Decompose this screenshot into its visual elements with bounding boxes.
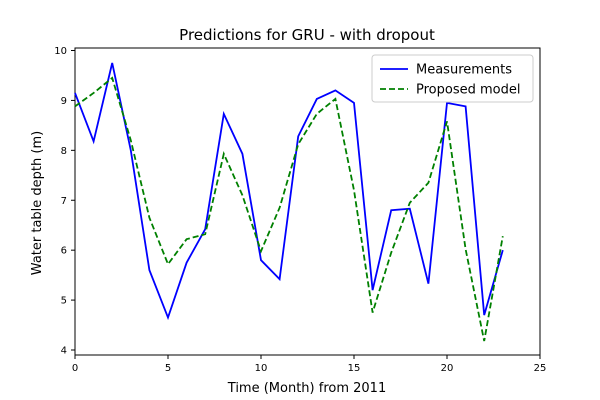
axis-ticks: 0 5 10 15 20 25 4 5 6 7 8 9 10 xyxy=(54,46,546,374)
series-group xyxy=(74,62,504,342)
measurements-series-line xyxy=(74,62,504,321)
x-tick-label: 20 xyxy=(441,363,454,374)
y-tick-label: 7 xyxy=(61,196,67,207)
x-tick-label: 10 xyxy=(255,363,268,374)
x-tick-label: 0 xyxy=(72,363,78,374)
y-tick-label: 10 xyxy=(54,46,67,57)
x-tick-label: 15 xyxy=(348,363,361,374)
legend-proposed-model-label: Proposed model xyxy=(416,83,520,98)
x-tick-label: 25 xyxy=(534,363,547,374)
proposed-model-series-line xyxy=(74,76,504,342)
y-axis-label: Water table depth (m) xyxy=(30,131,45,275)
y-tick-label: 6 xyxy=(61,246,67,257)
y-tick-label: 9 xyxy=(61,96,67,107)
x-axis-label: Time (Month) from 2011 xyxy=(227,381,386,396)
chart-title: Predictions for GRU - with dropout xyxy=(179,26,435,44)
y-tick-label: 4 xyxy=(61,346,67,357)
legend-box xyxy=(371,54,534,103)
y-tick-label: 8 xyxy=(61,146,67,157)
legend-measurements-label: Measurements xyxy=(416,63,512,78)
legend: Measurements Proposed model xyxy=(371,54,534,103)
y-tick-label: 5 xyxy=(61,296,67,307)
x-tick-label: 5 xyxy=(165,363,171,374)
